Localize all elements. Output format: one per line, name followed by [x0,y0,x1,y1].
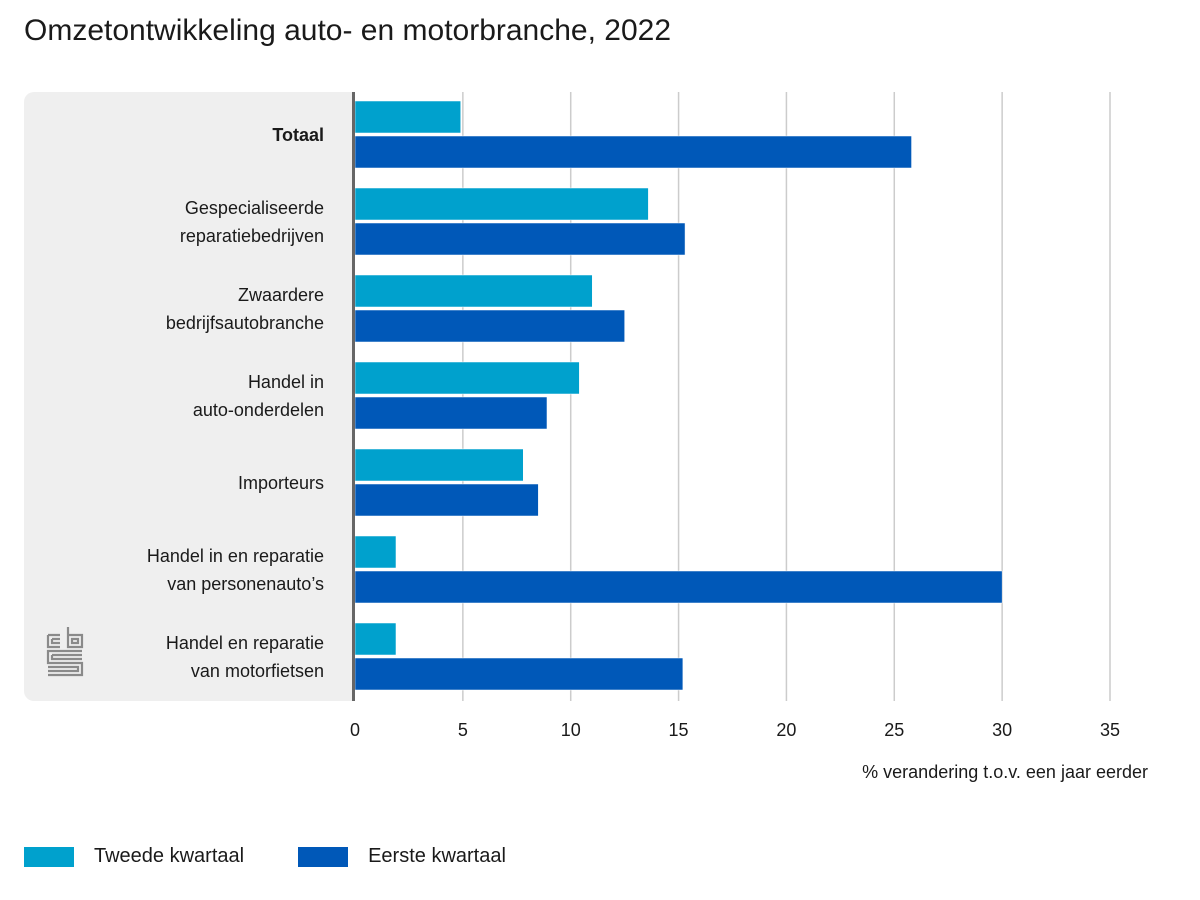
category-label: Totaal [272,121,324,149]
bar-tweede-kwartaal[interactable] [354,448,524,482]
category-label: Zwaardere bedrijfsautobranche [166,281,324,337]
x-tick-label: 10 [560,720,581,740]
legend: Tweede kwartaal Eerste kwartaal [24,845,560,868]
category-label: Importeurs [238,469,324,497]
bar-eerste-kwartaal[interactable] [354,135,912,169]
bar-eerste-kwartaal[interactable] [354,396,548,430]
x-tick-label: 25 [884,720,905,740]
category-label: Handel in en reparatie van personenauto’s [147,542,324,598]
bar-tweede-kwartaal[interactable] [354,187,649,221]
bar-tweede-kwartaal[interactable] [354,100,461,134]
x-axis-label: % verandering t.o.v. een jaar eerder [862,762,1148,782]
x-tick-label: 20 [776,720,797,740]
x-tick-label: 30 [992,720,1013,740]
legend-swatch-tweede-kwartaal [24,846,74,867]
cbs-logo-icon [46,627,84,677]
category-label-line: Handel in en reparatie [146,545,324,566]
legend-item-tweede-kwartaal[interactable]: Tweede kwartaal [24,845,244,868]
category-label-line: van motorfietsen [190,660,324,681]
category-label-line: Gespecialiseerde [184,197,324,218]
category-label-line: reparatiebedrijven [179,225,324,246]
x-tick-label: 5 [457,720,468,740]
category-label-panel [24,92,354,701]
category-label-line: auto-onderdelen [192,399,324,420]
x-tick-label: 15 [668,720,689,740]
category-label-line: van personenauto’s [167,573,324,594]
legend-swatch-eerste-kwartaal [298,846,349,867]
category-label-line: Handel en reparatie [165,632,324,653]
category-label: Handel in auto-onderdelen [193,368,324,424]
bar-tweede-kwartaal[interactable] [354,535,397,569]
bar-tweede-kwartaal[interactable] [354,622,397,656]
bar-eerste-kwartaal[interactable] [354,309,625,343]
bar-eerste-kwartaal[interactable] [354,483,539,517]
category-label-line: Importeurs [237,472,324,493]
category-label-line: Handel in [247,371,324,392]
x-tick-label: 0 [349,720,361,740]
category-label: Handel en reparatie van motorfietsen [166,629,324,685]
category-label-line: Zwaardere [237,284,324,305]
bar-eerste-kwartaal[interactable] [354,570,1003,604]
category-label-line: Totaal [272,124,324,145]
legend-label: Tweede kwartaal [94,845,245,867]
bar-tweede-kwartaal[interactable] [354,274,593,308]
chart-title: Omzetontwikkeling auto- en motorbranche,… [24,14,672,47]
y-axis-line [352,92,355,701]
bar-tweede-kwartaal[interactable] [354,361,580,395]
category-label-line: bedrijfsautobranche [165,312,324,333]
category-label: Gespecialiseerde reparatiebedrijven [180,194,324,250]
bar-eerste-kwartaal[interactable] [354,222,686,256]
legend-item-eerste-kwartaal[interactable]: Eerste kwartaal [298,845,506,868]
x-tick-label: 35 [1099,720,1121,740]
legend-label: Eerste kwartaal [368,845,506,867]
bar-eerste-kwartaal[interactable] [354,657,684,691]
